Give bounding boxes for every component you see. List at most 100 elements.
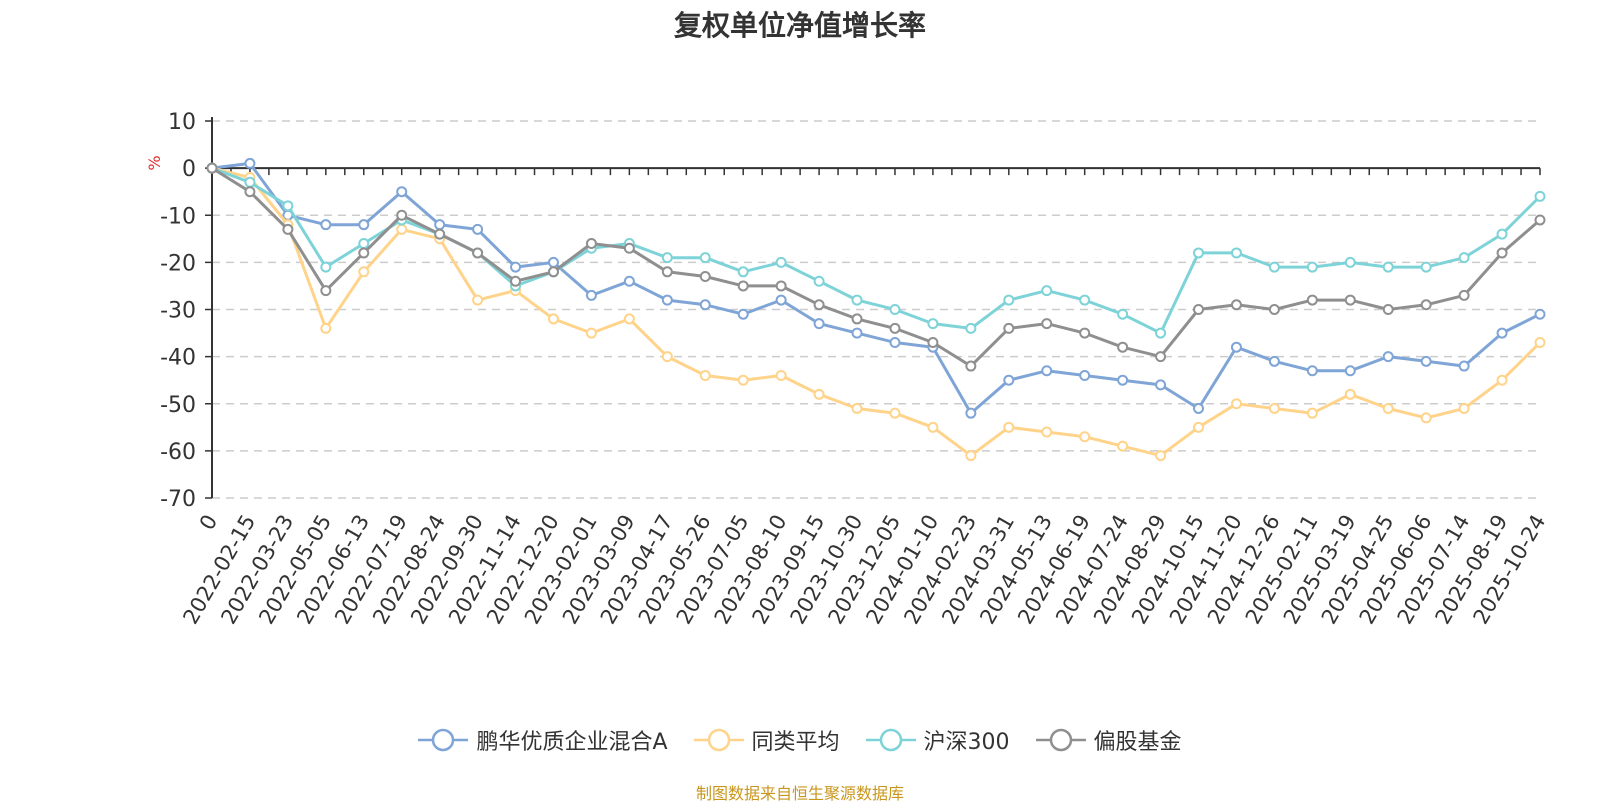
series-3-point: [699, 271, 711, 283]
series-1-point: [1306, 407, 1318, 419]
series-2-point: [851, 294, 863, 306]
series-3-point: [813, 299, 825, 311]
series-1-point: [927, 421, 939, 433]
series-3-point: [1458, 289, 1470, 301]
series-3-point: [1230, 299, 1242, 311]
series-2-point: [1534, 190, 1546, 202]
series-2-point: [1458, 252, 1470, 264]
series-3-point: [1420, 299, 1432, 311]
series-0-point: [851, 327, 863, 339]
series-1-point: [1155, 450, 1167, 462]
series-3-point: [1382, 304, 1394, 315]
series-2-point: [1079, 294, 1091, 306]
series-3-point: [282, 223, 294, 235]
series-1-point: [1117, 440, 1129, 452]
series-0-point: [661, 294, 673, 306]
series-2-point: [358, 238, 370, 250]
series-0-point: [1193, 402, 1205, 414]
series-1-point: [396, 223, 408, 235]
series-2-point: [1230, 247, 1242, 259]
y-tick-label: -40: [160, 346, 196, 371]
legend-swatch-icon: [418, 728, 469, 752]
series-0-point: [1230, 341, 1242, 353]
series-0-point: [813, 318, 825, 330]
legend-item-1[interactable]: 同类平均: [693, 724, 840, 756]
series-2-point: [1496, 228, 1508, 240]
series-1-point: [1003, 421, 1015, 433]
series-1-point: [775, 369, 787, 381]
series-2-point: [1420, 261, 1432, 273]
series-1-point: [1230, 398, 1242, 410]
series-3-point: [585, 238, 597, 250]
series-3-point: [358, 247, 370, 259]
series-0-point: [775, 294, 787, 306]
series-1-point: [1496, 374, 1508, 386]
legend-item-3[interactable]: 偏股基金: [1035, 724, 1182, 756]
legend-item-2[interactable]: 沪深300: [865, 724, 1010, 756]
series-1-point: [889, 407, 901, 419]
series-1-point: [547, 313, 559, 325]
series-0-point: [244, 157, 256, 169]
series-0-point: [1155, 379, 1167, 391]
series-0-point: [623, 275, 635, 287]
series-3-point: [1079, 327, 1091, 339]
series-2-point: [1155, 327, 1167, 339]
series-3-point: [244, 186, 256, 198]
series-1-point: [965, 450, 977, 462]
series-0-point: [1117, 374, 1129, 386]
legend-label: 沪深300: [923, 730, 1010, 755]
series-0-point: [737, 308, 749, 320]
series-2-point: [1003, 294, 1015, 306]
series-3-point: [1117, 341, 1129, 353]
series-2-point: [775, 256, 787, 268]
series-1-point: [1193, 421, 1205, 433]
series-3-point: [927, 336, 939, 348]
series-1-point: [813, 388, 825, 400]
series-3-point: [1041, 318, 1053, 330]
series-2-point: [244, 176, 256, 188]
series-0-point: [396, 186, 408, 198]
series-0-point: [889, 336, 901, 348]
series-0-point: [1534, 308, 1546, 320]
series-2-point: [661, 252, 673, 264]
series-0-point: [1079, 369, 1091, 381]
y-tick-label: -70: [160, 487, 196, 512]
series-2-point: [1193, 247, 1205, 259]
series-2-point: [889, 304, 901, 315]
series-2-point: [813, 275, 825, 287]
x-tick-label: 0: [195, 511, 222, 535]
series-3-point: [1344, 294, 1356, 306]
series-line-2: [210, 166, 1542, 335]
series-0-point: [1003, 374, 1015, 386]
series-0-point: [472, 223, 484, 235]
series-3-point: [1496, 247, 1508, 259]
y-tick-label: -30: [160, 299, 196, 324]
series-3-point: [206, 162, 218, 174]
legend-label: 鹏华优质企业混合A: [476, 730, 668, 755]
series-1-point: [623, 313, 635, 325]
series-1-point: [1382, 402, 1394, 414]
series-1-point: [472, 294, 484, 306]
series-2-point: [737, 266, 749, 278]
series-3-point: [851, 313, 863, 325]
series-0-point: [1344, 365, 1356, 377]
legend-swatch-icon: [865, 728, 916, 752]
series-0-point: [1306, 365, 1318, 377]
series-3-point: [320, 285, 332, 297]
series-2-point: [1306, 261, 1318, 273]
series-0-point: [320, 219, 332, 231]
legend-swatch-icon: [693, 728, 744, 752]
legend-item-0[interactable]: 鹏华优质企业混合A: [418, 724, 668, 756]
series-3-point: [1155, 351, 1167, 363]
series-0-point: [1458, 360, 1470, 372]
series-2-point: [1382, 261, 1394, 273]
series-1-point: [320, 322, 332, 334]
series-3-point: [965, 360, 977, 372]
chart-title: 复权单位净值增长率: [673, 9, 926, 42]
series-3-point: [434, 228, 446, 240]
series-1-point: [1041, 426, 1053, 438]
series-3-point: [1193, 304, 1205, 315]
legend: 鹏华优质企业混合A 同类平均 沪深300 偏股基金: [0, 724, 1600, 756]
y-tick-label: -50: [160, 393, 196, 418]
